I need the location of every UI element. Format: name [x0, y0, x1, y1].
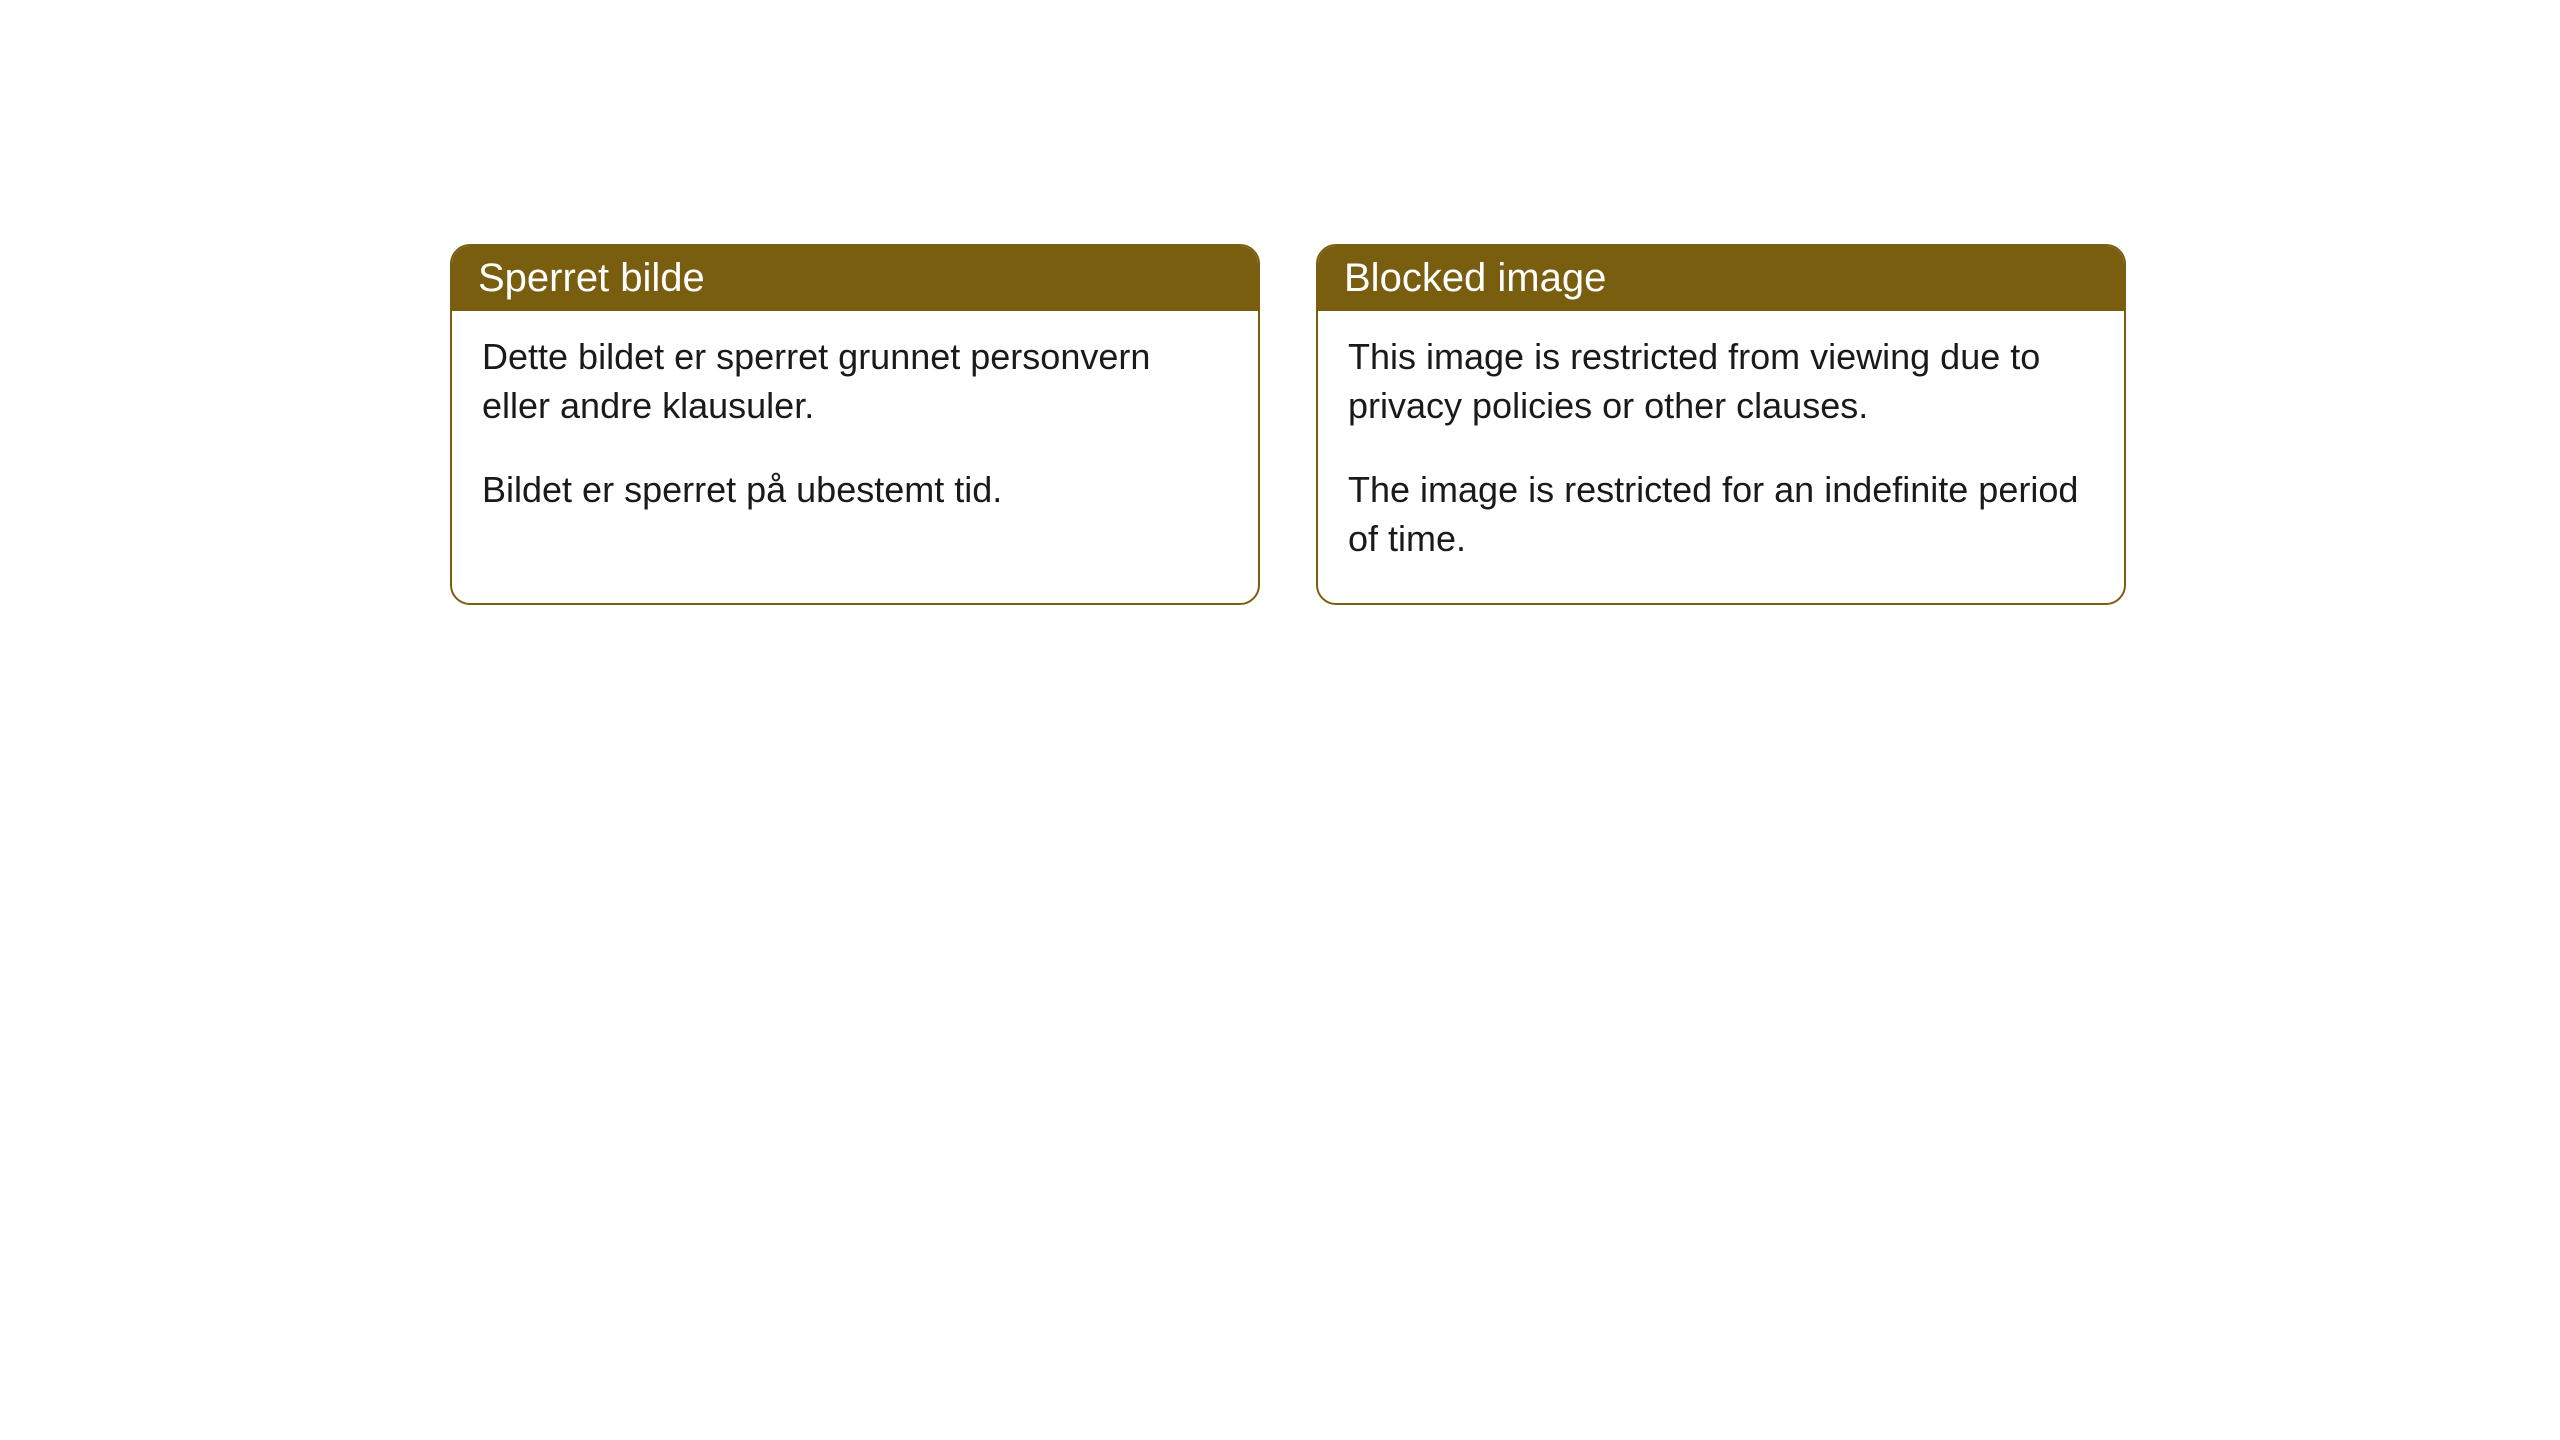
- blocked-image-card-english: Blocked image This image is restricted f…: [1316, 244, 2126, 605]
- card-header: Blocked image: [1318, 246, 2124, 311]
- blocked-image-card-norwegian: Sperret bilde Dette bildet er sperret gr…: [450, 244, 1260, 605]
- notice-container: Sperret bilde Dette bildet er sperret gr…: [0, 0, 2560, 605]
- card-paragraph-2: Bildet er sperret på ubestemt tid.: [482, 466, 1228, 515]
- card-body: This image is restricted from viewing du…: [1318, 311, 2124, 603]
- card-title: Sperret bilde: [478, 256, 705, 300]
- card-paragraph-1: Dette bildet er sperret grunnet personve…: [482, 333, 1228, 430]
- card-paragraph-2: The image is restricted for an indefinit…: [1348, 466, 2094, 563]
- card-title: Blocked image: [1344, 256, 1606, 300]
- card-header: Sperret bilde: [452, 246, 1258, 311]
- card-paragraph-1: This image is restricted from viewing du…: [1348, 333, 2094, 430]
- card-body: Dette bildet er sperret grunnet personve…: [452, 311, 1258, 555]
